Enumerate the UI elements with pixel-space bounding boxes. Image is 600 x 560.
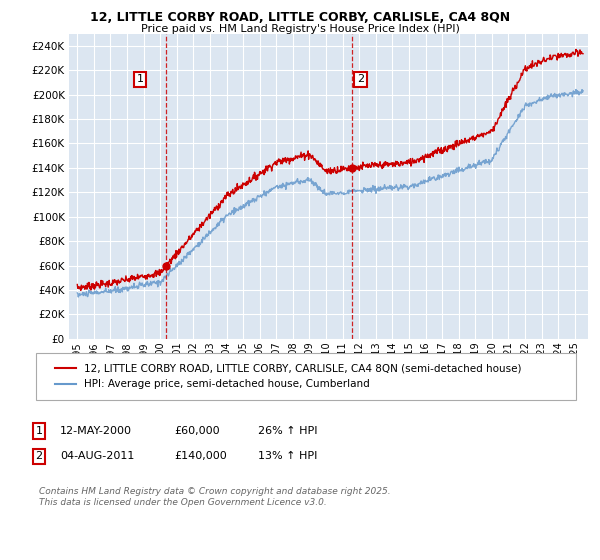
Text: Price paid vs. HM Land Registry's House Price Index (HPI): Price paid vs. HM Land Registry's House …: [140, 24, 460, 34]
Text: Contains HM Land Registry data © Crown copyright and database right 2025.
This d: Contains HM Land Registry data © Crown c…: [39, 487, 391, 507]
FancyBboxPatch shape: [36, 353, 576, 400]
Text: 13% ↑ HPI: 13% ↑ HPI: [258, 451, 317, 461]
Legend: 12, LITTLE CORBY ROAD, LITTLE CORBY, CARLISLE, CA4 8QN (semi-detached house), HP: 12, LITTLE CORBY ROAD, LITTLE CORBY, CAR…: [52, 361, 525, 393]
Text: 2: 2: [35, 451, 43, 461]
Text: 26% ↑ HPI: 26% ↑ HPI: [258, 426, 317, 436]
Text: 2: 2: [357, 74, 364, 85]
Text: £60,000: £60,000: [174, 426, 220, 436]
Text: 12, LITTLE CORBY ROAD, LITTLE CORBY, CARLISLE, CA4 8QN: 12, LITTLE CORBY ROAD, LITTLE CORBY, CAR…: [90, 11, 510, 24]
Text: 1: 1: [35, 426, 43, 436]
Text: £140,000: £140,000: [174, 451, 227, 461]
Text: 04-AUG-2011: 04-AUG-2011: [60, 451, 134, 461]
Text: 1: 1: [136, 74, 143, 85]
Text: 12-MAY-2000: 12-MAY-2000: [60, 426, 132, 436]
